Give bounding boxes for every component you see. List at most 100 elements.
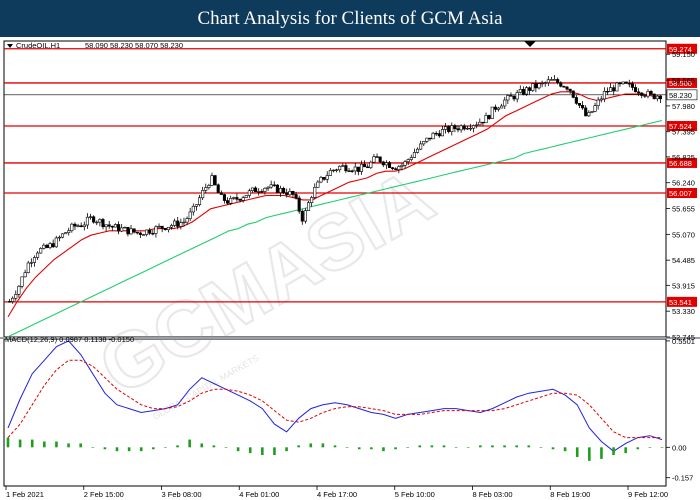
- candle-body: [17, 285, 21, 295]
- candle-body: [275, 184, 279, 193]
- candle-body: [291, 191, 295, 195]
- candle-body: [322, 177, 326, 180]
- candle-body: [472, 125, 476, 129]
- macd-histogram-bar: [309, 443, 313, 448]
- candle-body: [32, 257, 37, 263]
- macd-histogram-bar: [527, 445, 531, 448]
- candle-body: [113, 224, 117, 228]
- panel-separator: [0, 337, 700, 339]
- macd-histogram-bar: [224, 447, 228, 448]
- candle-body: [646, 91, 650, 97]
- candle-body: [450, 125, 454, 132]
- macd-histogram-bar: [139, 447, 143, 452]
- candle-body: [266, 186, 270, 189]
- candle-body: [375, 156, 379, 158]
- macd-histogram-bar: [236, 447, 240, 452]
- candle-body: [437, 133, 441, 137]
- candle-body: [462, 125, 466, 130]
- x-tick-label: 4 Feb 01:00: [239, 490, 279, 499]
- level-label: 57.524: [669, 122, 692, 131]
- macd-histogram-bar: [503, 445, 506, 448]
- candle-body: [609, 87, 613, 92]
- candle-body: [48, 243, 52, 248]
- x-tick-label: 4 Feb 17:00: [317, 490, 357, 499]
- candle-body: [303, 210, 307, 222]
- candle-body: [658, 95, 662, 100]
- candle-body: [39, 248, 43, 254]
- x-tick-label: 5 Feb 10:00: [395, 490, 435, 499]
- candle-body: [201, 190, 205, 199]
- macd-histogram-bar: [91, 447, 95, 448]
- candle-body: [478, 121, 482, 126]
- chart-background: [0, 40, 700, 487]
- candle-body: [73, 223, 77, 227]
- y-tick-label: 56.825: [672, 153, 695, 162]
- macd-histogram-bar: [394, 447, 397, 450]
- chart-banner-title: Chart Analysis for Clients of GCM Asia: [0, 0, 700, 37]
- candle-body: [630, 83, 634, 88]
- candle-body: [197, 197, 202, 205]
- macd-panel: [6, 340, 664, 461]
- macd-y-tick-label: 0.5501: [672, 337, 695, 346]
- candle-body: [571, 90, 575, 98]
- candle-body: [126, 226, 130, 235]
- candle-body: [207, 185, 211, 188]
- candle-body: [344, 165, 348, 172]
- macd-histogram-bar: [273, 447, 276, 456]
- candle-body: [11, 297, 15, 302]
- candle-body: [306, 202, 311, 211]
- macd-histogram-bar: [370, 447, 373, 450]
- candle-body: [637, 91, 641, 94]
- macd-histogram-bar: [551, 447, 555, 450]
- macd-histogram-bar: [248, 447, 252, 454]
- candle-body: [633, 87, 638, 93]
- candle-body: [247, 190, 251, 196]
- candle-body: [447, 126, 451, 132]
- x-tick-label: 3 Feb 08:00: [162, 490, 202, 499]
- y-tick-label: 59.150: [672, 50, 695, 59]
- macd-histogram-bar: [285, 447, 288, 452]
- candle-body: [169, 225, 174, 228]
- level-tag: [667, 43, 697, 54]
- candle-body: [57, 236, 61, 239]
- macd-y-tick-label: 0.00: [672, 443, 687, 452]
- candle-body: [8, 301, 12, 303]
- y-tick-label: 55.070: [672, 230, 695, 239]
- candle-body: [531, 83, 535, 91]
- macd-histogram-bar: [648, 447, 652, 448]
- macd-histogram-bar: [30, 439, 34, 448]
- candle-body: [157, 225, 161, 228]
- level-label: 56.688: [669, 159, 692, 168]
- macd-histogram-bar: [321, 443, 325, 448]
- candle-body: [521, 89, 525, 95]
- candle-body: [269, 184, 273, 188]
- current-price-tag: [666, 89, 698, 101]
- moving-average-line: [7, 91, 662, 318]
- candle-body: [456, 128, 460, 131]
- macd-histogram-bar: [6, 437, 10, 448]
- macd-main-line: [7, 340, 663, 452]
- candle-body: [400, 165, 404, 167]
- macd-histogram-bar: [479, 445, 482, 448]
- candle-body: [26, 262, 30, 273]
- macd-histogram-bar: [418, 445, 422, 448]
- candle-body: [369, 161, 373, 169]
- macd-histogram-bar: [345, 447, 349, 448]
- candle-body: [120, 227, 124, 232]
- candle-body: [543, 82, 547, 84]
- macd-histogram-bar: [442, 445, 446, 448]
- macd-histogram-bar: [55, 441, 58, 448]
- candle-body: [285, 192, 289, 196]
- candle-body: [394, 168, 398, 170]
- candle-body: [366, 166, 370, 169]
- candle-body: [54, 237, 58, 248]
- candle-body: [655, 95, 659, 100]
- candle-body: [528, 87, 532, 91]
- level-tag: [667, 157, 697, 168]
- candle-body: [185, 218, 189, 223]
- candle-body: [257, 191, 261, 193]
- level-label: 59.274: [669, 45, 692, 54]
- candle-body: [431, 132, 435, 140]
- y-tick-label: 56.240: [672, 179, 695, 188]
- x-tick-label: 9 Feb 12:00: [628, 490, 668, 499]
